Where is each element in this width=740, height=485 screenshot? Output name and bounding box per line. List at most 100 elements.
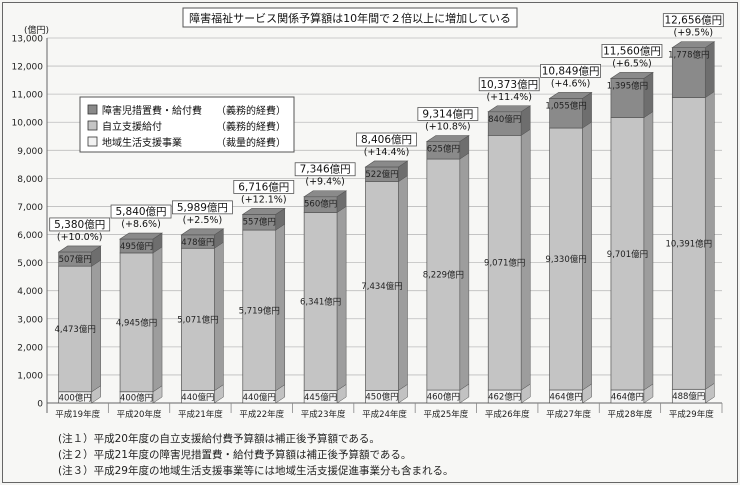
growth-label: (+11.4%): [486, 92, 532, 103]
growth-label: (+12.1%): [241, 194, 287, 205]
total-label: 11,560億円: [603, 44, 661, 57]
bar-segment: [119, 252, 154, 393]
bar-segment: [181, 247, 215, 391]
legend-label: 自立支援給付: [102, 120, 162, 133]
growth-label: (+10.0%): [57, 232, 103, 243]
total-box: [417, 107, 479, 121]
bar-segment-label: 625億円: [427, 143, 460, 154]
total-label: 9,314億円: [422, 107, 473, 120]
y-tick-label: 10,000: [12, 119, 44, 129]
growth-label: (+6.5%): [612, 58, 652, 69]
bar-segment: [242, 229, 277, 391]
bar-segment-label: 7,434億円: [361, 281, 402, 292]
legend-tag: （義務的経費）: [216, 120, 286, 133]
bar-segment-label: 5,719億円: [239, 305, 280, 316]
bar-top-face: [241, 208, 286, 215]
y-tick-label: 8,000: [17, 175, 43, 185]
total-label: 5,840億円: [116, 205, 167, 218]
bar-top-face: [303, 190, 348, 198]
x-tick-label: 平成24年度: [362, 409, 407, 420]
bar-segment-label: 440億円: [181, 392, 214, 403]
growth-label: (+8.6%): [121, 219, 161, 230]
bar-segment-label: 445億円: [304, 392, 337, 403]
total-label: 6,716億円: [238, 180, 289, 193]
total-label: 12,656億円: [664, 14, 722, 27]
growth-label: (+4.6%): [551, 78, 591, 89]
legend-swatch: [87, 136, 98, 147]
bar-segment: [610, 117, 645, 391]
legend-label: 障害児措置費・給付費: [102, 104, 202, 117]
x-tick-label: 平成26年度: [485, 409, 530, 420]
total-label: 7,346億円: [300, 163, 351, 176]
bar-segment-label: 9,701億円: [607, 249, 648, 260]
total-box: [233, 180, 295, 194]
total-label: 10,849億円: [542, 64, 600, 77]
bar-segment-label: 507億円: [59, 254, 92, 265]
bar-segment-label: 1,055億円: [545, 100, 586, 111]
bar-segment: [426, 158, 461, 391]
legend-box: [79, 96, 295, 153]
footnotes: (注１）平成20年度の自立支援給付費予算額は補正後予算額である。 (注２）平成2…: [58, 431, 698, 479]
bar-segment-label: 10,391億円: [665, 238, 712, 249]
footnote-3: (注３）平成29年度の地域生活支援事業等には地域生活支援促進事業分も含まれる。: [58, 465, 454, 477]
bar-top-face: [425, 135, 470, 142]
bar-segment-label: 4,945億円: [116, 317, 157, 328]
total-box: [110, 204, 172, 219]
y-tick-label: 12,000: [12, 63, 44, 73]
x-tick-label: 平成21年度: [178, 409, 223, 420]
growth-label: (+9.4%): [305, 177, 345, 188]
growth-label: (+10.8%): [425, 121, 471, 132]
bar-segment-label: 440億円: [243, 392, 276, 403]
title-box: [182, 7, 518, 28]
bar-segment-label: 522億円: [365, 169, 398, 180]
bar-segment-label: 460億円: [427, 392, 460, 403]
bar-top-face: [609, 72, 654, 79]
bar-segment-label: 464億円: [549, 391, 582, 402]
x-tick-label: 平成20年度: [117, 409, 162, 420]
bar-top-face: [180, 228, 225, 236]
bar-segment-label: 840億円: [488, 114, 521, 125]
total-label: 5,989億円: [177, 201, 228, 214]
total-box: [49, 217, 111, 232]
total-label: 5,380億円: [54, 218, 105, 231]
total-box: [172, 200, 233, 215]
y-tick-label: 1,000: [17, 371, 43, 381]
bar-segment: [671, 47, 706, 98]
y-tick-label: 11,000: [12, 91, 44, 101]
bar-segment-label: 495億円: [120, 241, 153, 252]
bar-segment-label: 450億円: [365, 392, 398, 403]
bar-top-face: [487, 105, 532, 113]
bar-segment-label: 488億円: [672, 391, 705, 402]
bar-segment: [549, 98, 583, 129]
bar-top-face: [671, 41, 716, 48]
total-label: 10,373億円: [480, 78, 538, 91]
bar-top-face: [548, 92, 593, 99]
y-axis-unit: (億円): [24, 24, 49, 36]
growth-label: (+9.5%): [674, 28, 714, 39]
growth-label: (+2.5%): [183, 215, 223, 226]
footnote-2: (注２）平成21年度の障害児措置費・給付費予算額は補正後予算額である。: [58, 449, 412, 461]
bar-segment-label: 400億円: [120, 392, 153, 403]
y-tick-label: 3,000: [17, 315, 43, 325]
legend-swatch: [87, 104, 98, 115]
y-tick-label: 13,000: [12, 35, 44, 45]
footnote-1: (注１）平成20年度の自立支援給付費予算額は補正後予算額である。: [58, 433, 380, 445]
y-tick-label: 5,000: [17, 259, 43, 269]
bar-segment-label: 9,071億円: [484, 258, 525, 269]
x-tick-label: 平成29年度: [669, 409, 714, 420]
y-tick-label: 2,000: [17, 343, 43, 353]
bar-segment-label: 1,395億円: [607, 80, 648, 91]
legend-tag: （義務的経費）: [216, 104, 286, 117]
bar-top-face: [364, 160, 409, 168]
bar-segment-label: 9,330億円: [545, 254, 586, 265]
bar-segment-label: 464億円: [611, 391, 644, 402]
bar-side-face: [643, 71, 654, 119]
bar-segment-label: 557億円: [243, 216, 276, 227]
x-tick-label: 平成23年度: [301, 409, 346, 420]
bar-segment-label: 462億円: [488, 392, 521, 403]
total-box: [540, 63, 601, 78]
bar-segment-label: 560億円: [304, 199, 337, 210]
total-box: [478, 77, 540, 92]
legend-label: 地域生活支援事業: [102, 136, 182, 149]
total-box: [662, 13, 724, 28]
